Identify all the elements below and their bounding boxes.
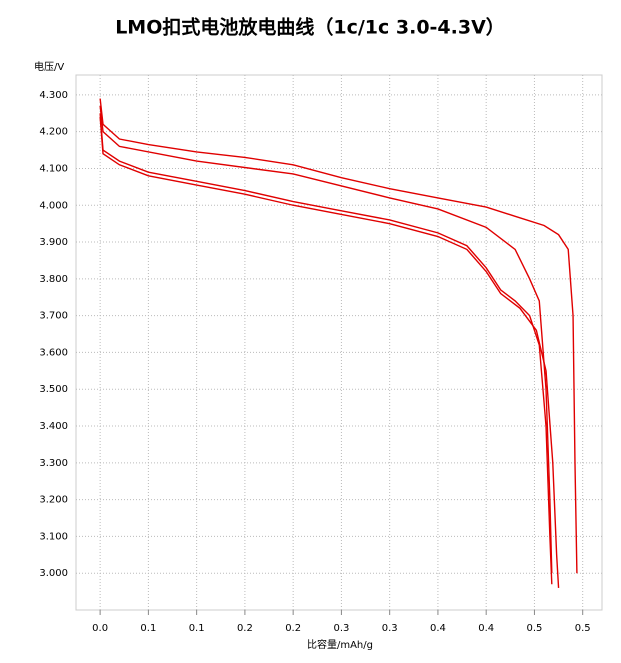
y-tick-label: 3.500	[39, 384, 68, 395]
x-tick-label: 0.3	[333, 623, 349, 634]
y-tick-label: 3.900	[39, 237, 68, 248]
y-tick-label: 3.400	[39, 421, 68, 432]
y-tick-label: 3.600	[39, 347, 68, 358]
x-tick-label: 0.4	[478, 623, 494, 634]
y-axis-label: 电压/V	[34, 60, 64, 73]
x-tick-label: 0.5	[575, 623, 591, 634]
y-tick-label: 4.300	[39, 90, 68, 101]
x-tick-label: 0.1	[140, 623, 156, 634]
x-tick-label: 0.4	[430, 623, 446, 634]
y-tick-label: 3.100	[39, 531, 68, 542]
x-axis-label: 比容量/mAh/g	[307, 638, 373, 651]
x-tick-label: 0.0	[92, 623, 108, 634]
chart-title: LMO扣式电池放电曲线（1c/1c 3.0-4.3V）	[115, 16, 505, 39]
x-tick-label: 0.5	[526, 623, 542, 634]
discharge-curve	[99, 113, 553, 585]
x-tick-label: 0.1	[189, 623, 205, 634]
plot-frame	[75, 74, 603, 611]
x-tick-label: 0.2	[237, 623, 253, 634]
discharge-curve	[99, 105, 553, 574]
y-tick-label: 4.000	[39, 200, 68, 211]
y-tick-label: 3.000	[39, 568, 68, 579]
x-tick-label: 0.3	[382, 623, 398, 634]
y-tick-label: 4.200	[39, 127, 68, 138]
discharge-curve	[99, 116, 560, 588]
y-tick-label: 4.100	[39, 163, 68, 174]
y-tick-label: 3.300	[39, 458, 68, 469]
y-tick-label: 3.700	[39, 311, 68, 322]
discharge-curve	[99, 98, 578, 574]
y-tick-label: 3.200	[39, 495, 68, 506]
x-tick-label: 0.2	[285, 623, 301, 634]
y-tick-label: 3.800	[39, 274, 68, 285]
